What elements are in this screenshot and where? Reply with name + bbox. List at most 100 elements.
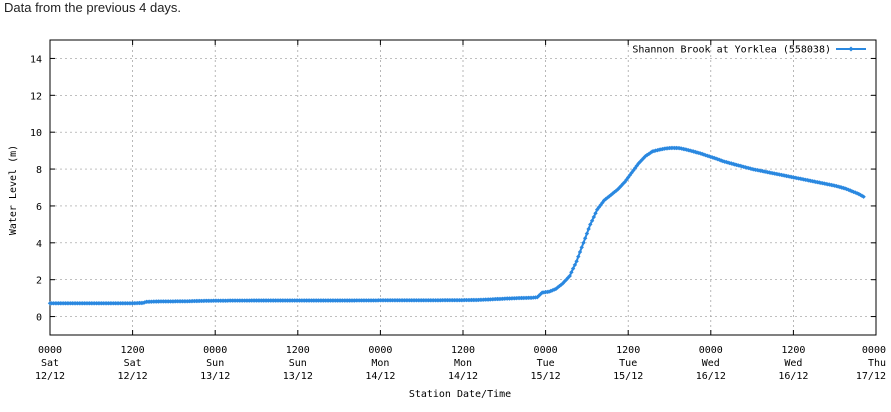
x-tick-label: Tue	[537, 358, 555, 369]
data-point	[598, 202, 603, 208]
x-tick-label: 0000	[862, 345, 886, 356]
data-point	[577, 249, 583, 255]
data-point	[548, 288, 553, 294]
data-point	[584, 231, 590, 236]
data-point	[567, 273, 572, 279]
data-point	[626, 175, 631, 180]
x-tick-label: Sun	[206, 358, 224, 369]
data-point	[634, 163, 639, 168]
y-tick-label: 10	[30, 128, 42, 139]
legend-label: Shannon Brook at Yorklea (558038)	[632, 45, 831, 56]
data-point	[619, 183, 624, 188]
data-point	[595, 207, 600, 212]
y-tick-label: 8	[36, 165, 42, 176]
x-tick-label: Sun	[289, 358, 307, 369]
data-point	[696, 150, 701, 156]
data-point	[607, 194, 612, 199]
data-point	[848, 188, 853, 193]
data-point	[581, 240, 586, 245]
x-axis-label: Station Date/Time	[409, 389, 511, 400]
data-point	[712, 155, 717, 161]
data-point	[591, 214, 596, 220]
x-tick-label: Sat	[124, 358, 142, 369]
y-tick-label: 4	[36, 239, 42, 250]
data-point	[570, 266, 576, 271]
data-point	[684, 147, 689, 152]
data-point	[576, 254, 581, 259]
data-point	[700, 151, 705, 157]
x-tick-label: 13/12	[283, 371, 313, 382]
x-tick-label: 0000	[368, 345, 392, 356]
data-point	[564, 277, 569, 282]
x-tick-label: 0000	[38, 345, 62, 356]
data-point	[720, 158, 725, 164]
data-point	[142, 300, 147, 305]
data-point	[743, 165, 748, 170]
x-tick-label: Tue	[619, 358, 637, 369]
data-point	[140, 300, 146, 306]
x-tick-label: Wed	[702, 358, 720, 369]
tick-labels: 0 2 4 6 8 10 12 14 0000 Sat 12/12 1200 Sat 12/12 0000 S…	[30, 54, 886, 382]
grid-lines	[50, 40, 876, 335]
data-point	[593, 211, 598, 216]
x-tick-label: 15/12	[531, 371, 561, 382]
data-point	[739, 164, 744, 169]
data-point	[535, 295, 540, 300]
x-tick-label: 0000	[699, 345, 723, 356]
y-axis-label: Water Level (m)	[8, 145, 19, 235]
x-tick-label: 14/12	[365, 371, 395, 382]
x-tick-label: 13/12	[200, 371, 230, 382]
y-tick-label: 14	[30, 54, 42, 65]
x-tick-label: 12/12	[35, 371, 65, 382]
y-tick-label: 2	[36, 276, 42, 287]
y-tick-label: 6	[36, 202, 42, 213]
data-point	[731, 161, 736, 167]
data-point	[586, 226, 591, 232]
data-point	[724, 159, 729, 165]
legend: Shannon Brook at Yorklea (558038)	[632, 45, 866, 56]
y-tick-label: 0	[36, 313, 42, 324]
axes	[49, 39, 877, 336]
x-tick-label: 1200	[286, 345, 310, 356]
data-point	[693, 149, 698, 155]
x-tick-label: Wed	[784, 358, 802, 369]
data-point	[708, 154, 713, 160]
data-point	[641, 155, 646, 161]
data-point	[572, 262, 578, 268]
x-tick-label: 1200	[451, 345, 475, 356]
data-point	[715, 157, 720, 162]
data-point	[861, 194, 866, 199]
data-point	[610, 191, 615, 196]
data-point	[589, 218, 595, 223]
y-tick-label: 12	[30, 91, 42, 102]
data-point	[552, 287, 557, 292]
data-point	[560, 281, 565, 286]
data-point	[844, 186, 849, 192]
data-point	[583, 236, 588, 241]
x-tick-label: Mon	[371, 358, 389, 369]
x-tick-label: 12/12	[118, 371, 148, 382]
legend-swatch-marker	[848, 46, 854, 52]
chart-caption: Data from the previous 4 days.	[4, 0, 182, 15]
plot-border	[49, 39, 877, 336]
x-tick-label: 14/12	[448, 371, 478, 382]
data-point	[746, 165, 751, 171]
data-point	[579, 245, 584, 250]
data-point	[622, 179, 627, 185]
x-tick-label: 0000	[203, 345, 227, 356]
x-tick-label: 17/12	[856, 371, 886, 382]
x-tick-label: Thu	[868, 358, 886, 369]
x-tick-label: 1200	[781, 345, 805, 356]
data-point	[614, 188, 619, 193]
x-tick-label: 15/12	[613, 371, 643, 382]
data-point	[856, 191, 861, 197]
x-tick-label: 16/12	[696, 371, 726, 382]
data-point	[569, 270, 574, 275]
data-series	[47, 145, 866, 306]
x-tick-label: 1200	[616, 345, 640, 356]
data-point	[603, 196, 608, 202]
data-point	[638, 159, 643, 164]
x-tick-label: Mon	[454, 358, 472, 369]
x-tick-label: 1200	[121, 345, 145, 356]
